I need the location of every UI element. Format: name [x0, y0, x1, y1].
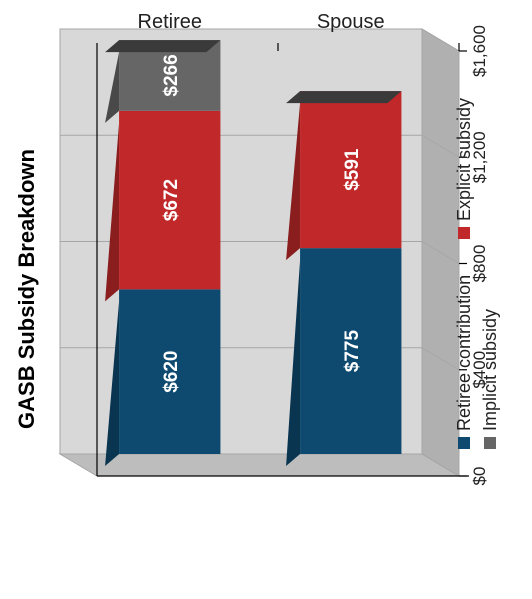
tick-label: $1,600: [470, 25, 489, 77]
chart-title: GASB Subsidy Breakdown: [14, 149, 39, 429]
bar-top-face: [286, 248, 301, 466]
gridline-depth: [421, 134, 460, 158]
legend: Retiree contribution Explicit subsidy Impl…: [454, 98, 500, 449]
data-label: $775: [342, 330, 363, 373]
legend-swatch: [458, 227, 470, 239]
tick-label: $400: [470, 351, 489, 389]
legend-label: Explicit subsidy: [454, 98, 474, 221]
bar-segment: $591: [286, 91, 402, 261]
bar-segment: $672: [105, 110, 221, 302]
bar-end-face: [105, 40, 221, 53]
legend-label: Implicit subsidy: [480, 309, 500, 431]
bar-front-face: [300, 91, 402, 249]
bar-front-face: [119, 40, 221, 111]
bar-end-face: [286, 91, 402, 104]
tick-label: $0: [470, 467, 489, 486]
category-label: Retiree: [138, 11, 202, 33]
bar-top-face: [286, 91, 301, 261]
bar-top-face: [105, 40, 120, 123]
gridline-depth: [421, 453, 460, 477]
value-axis: $0 $400 $800 $1,200 $1,600: [97, 25, 489, 485]
bar-segment: $266: [105, 40, 221, 123]
legend-swatch: [484, 437, 496, 449]
data-label: $620: [161, 351, 182, 393]
bar-front-face: [119, 289, 221, 454]
gridline-depth: [421, 347, 460, 371]
bar-segment: $775: [286, 248, 402, 466]
category-label: Spouse: [317, 11, 385, 33]
chart-floor: [58, 453, 461, 477]
bar-front-face: [119, 110, 221, 290]
data-label: $591: [342, 148, 363, 191]
data-label: $266: [161, 54, 182, 96]
legend-swatch: [458, 437, 470, 449]
gridline-depth: [421, 28, 460, 52]
bar-segment: $620: [105, 289, 221, 466]
legend-item: Retiree contribution: [454, 275, 474, 449]
bar-top-face: [105, 289, 120, 466]
bar-front-face: [300, 248, 402, 454]
bars: $620 $672 $266 $775 $591: [105, 40, 402, 466]
gridline-depth: [421, 241, 460, 264]
tick-label: $800: [470, 245, 489, 283]
category-axis: Retiree Spouse: [96, 11, 460, 476]
bar-top-face: [105, 110, 120, 302]
legend-item: Explicit subsidy: [454, 98, 474, 239]
legend-item: Implicit subsidy: [480, 309, 500, 449]
tick-label: $1,200: [470, 131, 489, 183]
legend-label: Retiree contribution: [454, 275, 474, 431]
data-label: $672: [161, 179, 182, 221]
